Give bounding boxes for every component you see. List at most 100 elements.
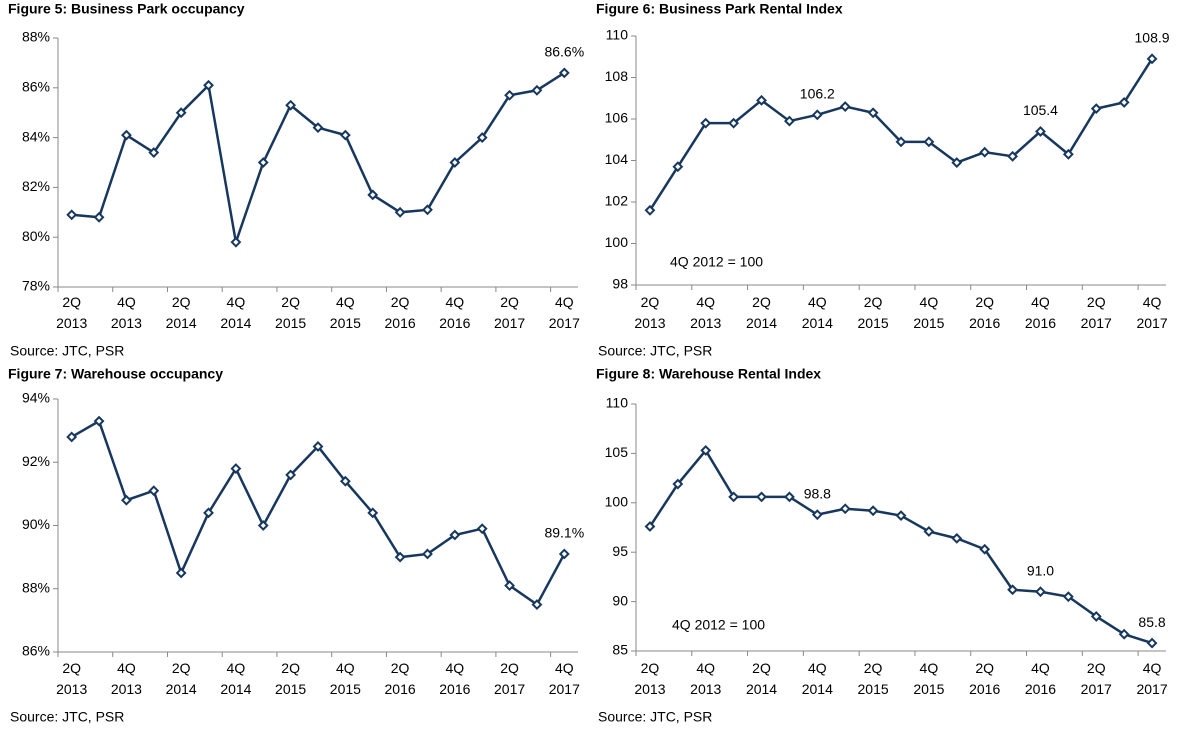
source: Source: JTC, PSR — [598, 709, 712, 725]
y-tick-label: 108 — [605, 68, 629, 84]
data-line — [648, 58, 1154, 211]
y-tick-label: 100 — [605, 234, 629, 250]
marker — [867, 505, 879, 517]
marker — [1090, 611, 1102, 622]
marker — [504, 89, 515, 101]
marker — [93, 211, 105, 223]
y-tick-label: 98 — [612, 276, 628, 292]
marker — [422, 204, 433, 216]
y-tick-label: 88% — [22, 29, 50, 45]
y-tick-label: 78% — [22, 278, 50, 294]
x-tick-label: 2Q 2016 — [969, 294, 1000, 331]
marker — [1090, 103, 1102, 115]
marker — [1062, 148, 1074, 160]
x-tick-label: 4Q 2014 — [802, 660, 833, 697]
x-tick-label: 2Q 2013 — [634, 660, 665, 697]
x-tick-label: 4Q 2013 — [111, 294, 142, 331]
marker — [1062, 591, 1074, 603]
y-tick-label: 110 — [606, 27, 629, 43]
y-tick-label: 88% — [22, 579, 50, 595]
x-tick-label: 2Q 2017 — [1081, 294, 1112, 331]
marker — [257, 157, 269, 168]
marker — [644, 204, 656, 216]
marker — [66, 431, 78, 443]
x-tick-label: 4Q 2015 — [913, 294, 944, 331]
y-tick-label: 106 — [605, 110, 629, 126]
marker — [175, 107, 187, 119]
marker — [93, 415, 105, 427]
x-tick-label: 2Q 2016 — [385, 294, 416, 331]
marker — [979, 543, 991, 555]
marker — [811, 509, 823, 521]
marker — [1007, 584, 1018, 596]
marker — [121, 129, 132, 141]
marker — [979, 146, 991, 158]
marker — [644, 521, 656, 532]
data-label: 85.8 — [1138, 614, 1165, 630]
x-tick-label: 2Q 2014 — [746, 660, 777, 697]
x-tick-label: 4Q 2016 — [439, 660, 470, 697]
y-tick-label: 104 — [605, 151, 629, 167]
x-tick-label: 4Q 2015 — [330, 294, 361, 331]
marker — [1146, 637, 1158, 649]
x-tick-label: 2Q 2017 — [494, 294, 525, 331]
data-label: 106.2 — [800, 86, 835, 102]
chart-title: Figure 6: Business Park Rental Index — [596, 1, 843, 17]
x-tick-label: 2Q 2014 — [746, 294, 777, 331]
marker — [558, 548, 570, 560]
x-tick-label: 2Q 2013 — [634, 294, 665, 331]
y-tick-label: 86% — [22, 79, 50, 95]
marker — [339, 129, 351, 141]
x-tick-label: 2Q 2014 — [166, 660, 197, 697]
data-label: 108.9 — [1135, 30, 1170, 46]
chart-title: Figure 8: Warehouse Rental Index — [596, 366, 821, 382]
x-tick-label: 2Q 2015 — [858, 660, 889, 697]
marker — [175, 567, 187, 579]
marker — [728, 491, 740, 503]
marker — [394, 551, 406, 563]
x-tick-label: 2Q 2015 — [275, 660, 306, 697]
data-label: 89.1% — [544, 525, 584, 541]
marker — [811, 109, 823, 121]
marker — [672, 478, 684, 490]
marker — [672, 161, 684, 173]
marker — [257, 520, 269, 531]
source: Source: JTC, PSR — [10, 343, 124, 359]
y-tick-label: 95 — [612, 543, 628, 559]
marker — [531, 84, 543, 96]
marker — [312, 122, 324, 134]
marker — [923, 136, 935, 148]
marker — [148, 147, 160, 158]
marker — [558, 67, 570, 79]
marker — [756, 491, 767, 503]
y-tick-label: 110 — [606, 395, 629, 411]
data-label: 98.8 — [804, 485, 831, 501]
y-tick-label: 84% — [22, 128, 50, 144]
x-tick-label: 2Q 2015 — [858, 294, 889, 331]
marker — [1007, 150, 1018, 162]
x-tick-label: 4Q 2013 — [690, 660, 721, 697]
x-tick-label: 4Q 2014 — [802, 294, 833, 331]
marker — [449, 529, 461, 541]
marker — [285, 99, 297, 111]
x-tick-label: 4Q 2013 — [690, 294, 721, 331]
data-label: 105.4 — [1023, 102, 1058, 118]
y-tick-label: 100 — [605, 494, 629, 510]
y-tick-label: 85 — [612, 642, 628, 658]
x-tick-label: 4Q 2014 — [220, 660, 251, 697]
marker — [476, 132, 488, 144]
y-tick-label: 90% — [22, 516, 50, 532]
data-label: 91.0 — [1027, 562, 1054, 578]
y-tick-label: 80% — [22, 228, 50, 244]
x-tick-label: 2Q 2016 — [385, 660, 416, 697]
marker — [1146, 53, 1158, 65]
marker — [148, 485, 160, 497]
y-tick-label: 92% — [22, 453, 50, 469]
note: 4Q 2012 = 100 — [670, 254, 763, 270]
x-tick-label: 4Q 2016 — [1025, 294, 1056, 331]
x-tick-label: 4Q 2015 — [913, 660, 944, 697]
x-tick-label: 4Q 2016 — [439, 294, 470, 331]
data-label: 86.6% — [544, 44, 584, 60]
marker — [339, 475, 351, 487]
